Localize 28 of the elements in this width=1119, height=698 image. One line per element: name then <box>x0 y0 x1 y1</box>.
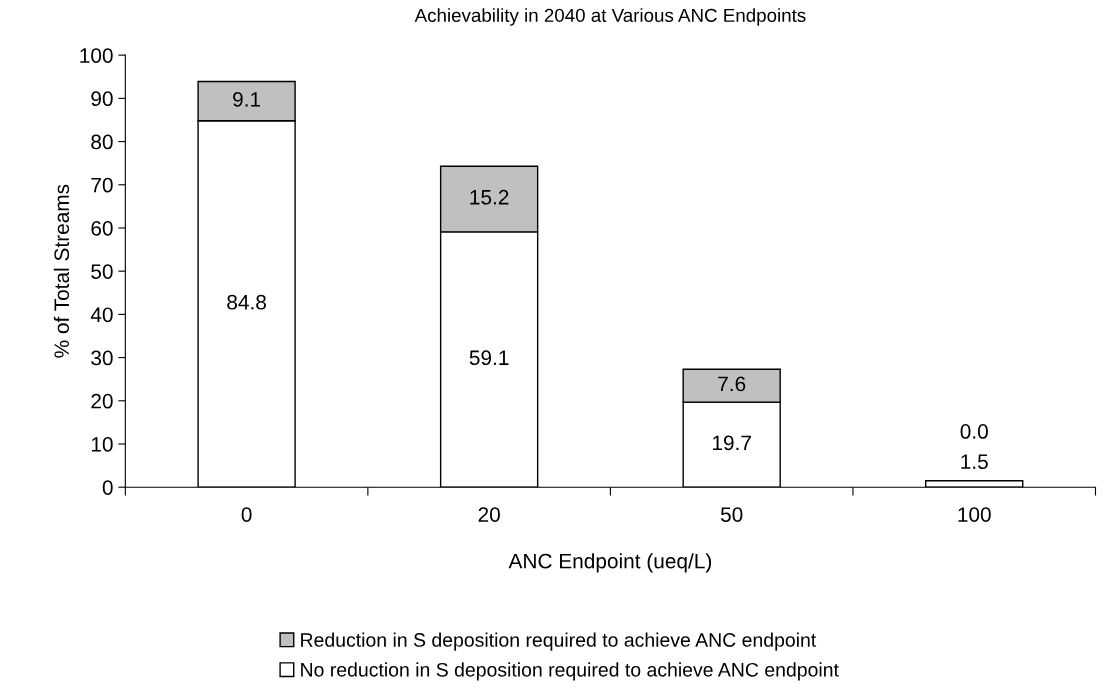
x-tick-label: 50 <box>720 507 743 522</box>
data-label: 9.1 <box>233 92 261 107</box>
data-label: 7.6 <box>718 376 746 392</box>
x-axis-title: ANC Endpoint (ueq/L) <box>508 553 712 573</box>
y-tick-label: 80 <box>91 134 113 150</box>
y-tick-label: 70 <box>91 177 113 193</box>
y-tick-label: 30 <box>91 350 113 366</box>
data-label: 19.7 <box>713 435 751 451</box>
data-label: 1.5 <box>961 454 988 470</box>
data-label: 59.1 <box>469 350 509 366</box>
y-tick-label: 20 <box>91 393 113 409</box>
y-tick-label: 50 <box>91 264 113 279</box>
x-tick-label: 0 <box>241 507 252 522</box>
data-label: 84.8 <box>227 294 266 310</box>
y-tick-label: 10 <box>91 437 113 452</box>
y-tick-label: 60 <box>91 220 113 236</box>
data-label: 0.0 <box>960 424 988 439</box>
y-tick-label: 0 <box>102 480 113 495</box>
x-tick-label: 100 <box>958 507 991 522</box>
x-tick-label: 20 <box>478 507 500 522</box>
data-label: 15.2 <box>470 189 509 205</box>
y-tick-label: 100 <box>80 48 113 63</box>
legend-label: No reduction in S deposition required to achieve ANC endpoint <box>301 662 839 681</box>
legend-label: Reduction in S deposition required to achieve ANC endpoint <box>301 632 817 651</box>
y-tick-label: 40 <box>90 307 113 323</box>
y-axis-title: % of Total Streams <box>53 184 70 358</box>
y-tick-label: 90 <box>91 91 113 107</box>
chart-title: Achievability in 2040 at Various ANC Endpoints <box>414 8 806 26</box>
